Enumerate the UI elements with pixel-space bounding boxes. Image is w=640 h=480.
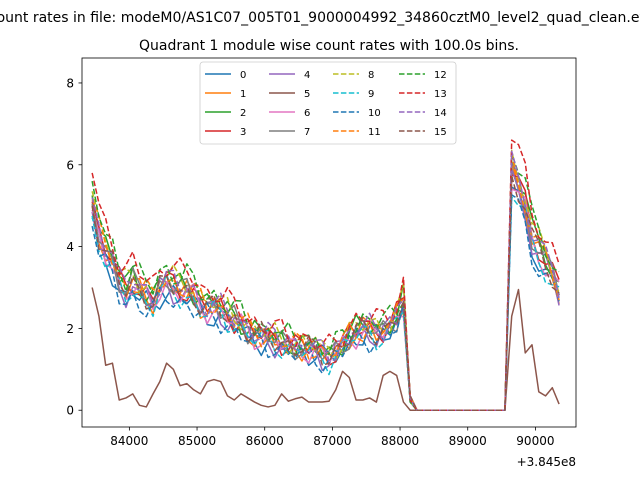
plot-frame: [81, 57, 577, 428]
x-axis: 84000 85000 86000 87000 88000 89000 90000: [110, 427, 554, 448]
x-offset-label: +3.845e8: [517, 455, 576, 469]
x-tick-label: 84000: [110, 434, 148, 448]
legend-label-3: 3: [240, 127, 246, 138]
legend-label-10: 10: [368, 108, 381, 119]
legend-label-4: 4: [304, 70, 310, 81]
series-lines: [91, 139, 560, 411]
series-line-10: [91, 194, 560, 411]
legend-label-7: 7: [304, 127, 310, 138]
legend-label-5: 5: [304, 89, 310, 100]
x-tick-label: 89000: [449, 434, 487, 448]
legend-label-8: 8: [368, 70, 374, 81]
legend-label-13: 13: [434, 89, 447, 100]
series-line-15: [91, 174, 560, 411]
y-tick-label: 8: [66, 76, 74, 90]
legend-box: [199, 61, 457, 145]
x-tick-label: 88000: [381, 434, 419, 448]
series-line-11: [91, 154, 560, 411]
legend-label-11: 11: [368, 127, 381, 138]
y-tick-label: 6: [66, 158, 74, 172]
series-line-12: [91, 152, 560, 411]
legend-label-6: 6: [304, 108, 310, 119]
legend-label-14: 14: [434, 108, 447, 119]
series-line-13: [91, 139, 560, 411]
x-tick-label: 85000: [178, 434, 216, 448]
y-tick-label: 4: [66, 240, 74, 254]
chart-title: Quadrant 1 module wise count rates with …: [139, 38, 519, 54]
legend-label-9: 9: [368, 89, 374, 100]
legend-label-12: 12: [434, 70, 447, 81]
legend-label-15: 15: [434, 127, 447, 138]
x-tick-label: 86000: [246, 434, 284, 448]
legend-label-0: 0: [240, 70, 246, 81]
x-tick-label: 90000: [516, 434, 554, 448]
y-tick-label: 2: [66, 322, 74, 336]
legend-label-2: 2: [240, 108, 246, 119]
y-tick-label: 0: [66, 404, 74, 418]
series-line-14: [91, 150, 560, 411]
chart-suptitle: Count rates in file: modeM0/AS1C07_005T0…: [0, 10, 640, 26]
legend-label-1: 1: [240, 89, 246, 100]
x-tick-label: 87000: [313, 434, 351, 448]
y-axis: 0 2 4 6 8: [66, 76, 82, 418]
